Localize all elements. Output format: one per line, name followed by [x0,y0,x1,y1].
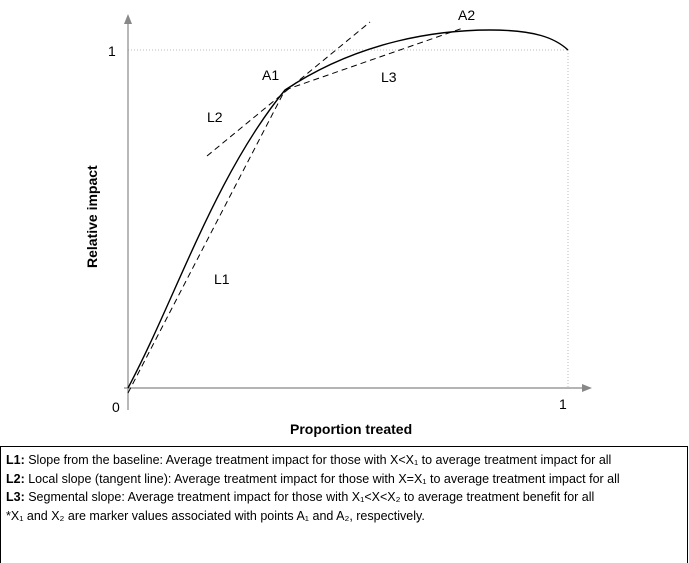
l2-label: L2 [207,109,223,125]
caption-l3-text: Segmental slope: Average treatment impac… [24,490,595,504]
a1-label: A1 [262,67,279,83]
y-axis-title: Relative impact [84,165,100,268]
x-tick-1: 1 [559,396,567,412]
y-tick-1: 1 [108,43,116,59]
caption-l3-key: L3: [6,490,25,504]
figure-caption: L1: Slope from the baseline: Average tre… [0,446,688,563]
l3-line [284,27,464,91]
origin-tick-0: 0 [112,399,120,415]
impact-curve [127,29,569,389]
x-axis-arrowhead [582,384,592,392]
caption-l1: L1: Slope from the baseline: Average tre… [6,451,683,470]
caption-l1-text: Slope from the baseline: Average treatme… [24,453,612,467]
caption-l2: L2: Local slope (tangent line): Average … [6,470,683,489]
caption-l2-key: L2: [6,471,25,486]
caption-l2-text: Local slope (tangent line): Average trea… [24,471,620,486]
l3-label: L3 [381,69,397,85]
diagram-canvas: 1 0 1 A1 A2 L1 L2 L3 Proportion treated … [84,7,592,437]
l1-line [127,89,286,394]
y-axis-arrowhead [124,14,132,24]
x-axis-title: Proportion treated [290,421,412,437]
impact-curve-diagram: 1 0 1 A1 A2 L1 L2 L3 Proportion treated … [84,7,592,437]
a2-label: A2 [458,7,475,23]
caption-l3: L3: Segmental slope: Average treatment i… [6,488,683,507]
caption-l1-key: L1: [6,453,25,467]
caption-footnote: *X₁ and X₂ are marker values associated … [6,508,425,523]
l1-label: L1 [214,271,230,287]
